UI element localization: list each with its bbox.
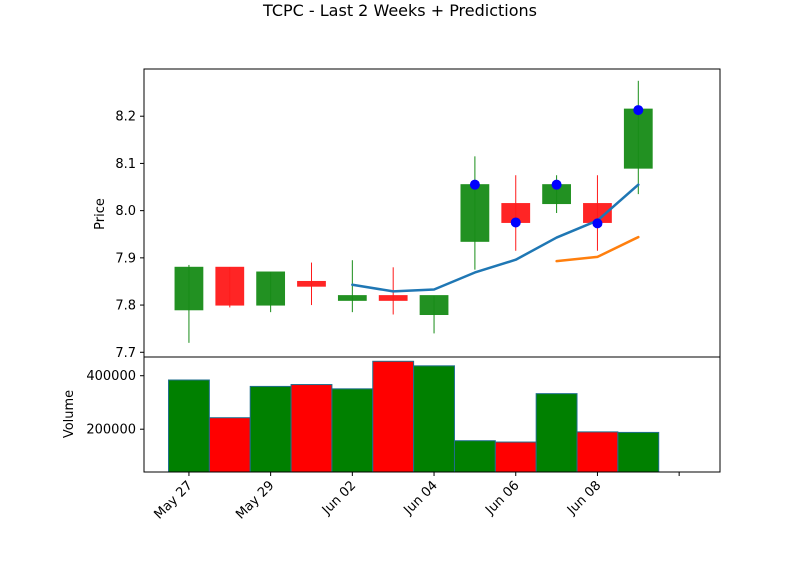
volume-bar — [290, 384, 333, 473]
volume-bar — [331, 388, 374, 473]
prediction-line — [351, 183, 640, 293]
volume-panel: 200000 400000 — [86, 356, 721, 473]
price-axis-label: Price — [93, 198, 108, 230]
volume-ytick-label: 200000 — [86, 423, 136, 438]
volume-bar — [535, 393, 578, 473]
prediction-point — [551, 179, 562, 190]
candle-body — [623, 108, 653, 169]
x-tick-label: Jun 08 — [564, 478, 604, 518]
price-ytick-label: 7.9 — [115, 251, 136, 266]
candle-body — [174, 266, 204, 311]
x-tick-label: Jun 04 — [401, 478, 441, 518]
prediction-point — [469, 179, 480, 190]
chart-title: TCPC - Last 2 Weeks + Predictions — [262, 1, 537, 20]
x-tick-label: May 29 — [233, 478, 277, 522]
prediction-point — [633, 105, 644, 116]
candle-body — [460, 184, 490, 242]
price-ytick-label: 8.2 — [115, 110, 136, 125]
prediction-line — [555, 235, 640, 263]
candle-body — [256, 271, 286, 306]
volume-ytick-label: 400000 — [86, 369, 136, 384]
candle-body — [215, 266, 245, 306]
price-ytick-label: 8.1 — [115, 157, 136, 172]
prediction-point — [510, 217, 521, 228]
volume-bar — [576, 431, 619, 473]
price-panel: 7.7 7.8 7.9 8.0 8.1 8.2 — [115, 68, 721, 361]
volume-bar — [249, 385, 292, 473]
volume-bar — [168, 379, 210, 473]
price-ytick-label: 7.7 — [115, 346, 136, 361]
volume-axis-label: Volume — [62, 390, 77, 438]
volume-bar — [208, 417, 251, 473]
volume-bar — [413, 365, 455, 473]
candle-body — [337, 295, 367, 301]
candle-body — [297, 280, 326, 287]
prediction-point — [592, 218, 603, 229]
price-ytick-label: 7.8 — [115, 299, 136, 314]
x-tick-label: Jun 06 — [482, 478, 522, 518]
candle-body — [378, 295, 408, 301]
volume-bar — [494, 441, 537, 473]
x-tick-label: May 27 — [152, 478, 196, 522]
volume-bar — [453, 440, 496, 473]
volume-bar — [372, 360, 415, 473]
candle-body — [419, 295, 449, 316]
x-tick-label: Jun 02 — [319, 478, 359, 518]
volume-frame — [143, 356, 721, 473]
volume-bar — [617, 431, 660, 473]
price-ytick-label: 8.0 — [115, 204, 136, 219]
x-axis: May 27 May 29 Jun 02 Jun 04 Jun 06 Jun 08 — [152, 472, 680, 522]
